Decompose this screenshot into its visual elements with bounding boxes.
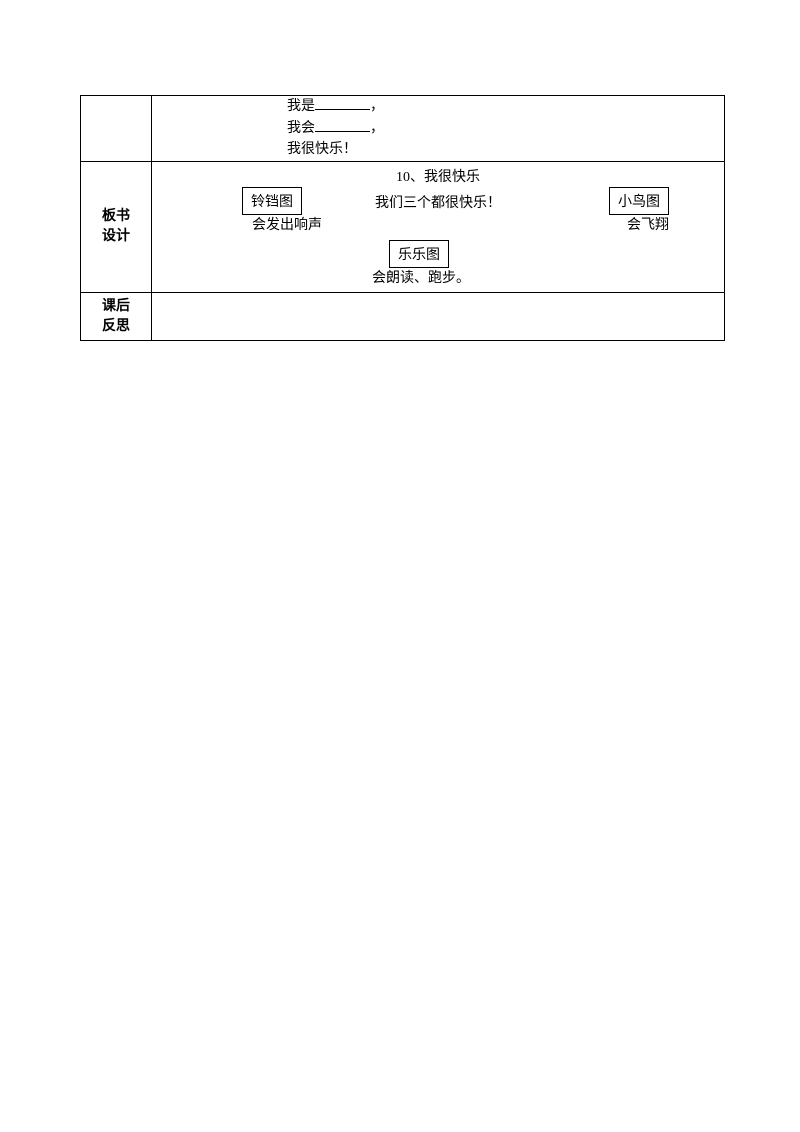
board-design-row: 板书 设计 10、我很快乐 我们三个都很快乐！ 铃铛图 会发出响声 小鸟图 会飞… bbox=[81, 162, 725, 293]
line2-suffix: ， bbox=[370, 121, 384, 136]
diagram-box-left: 铃铛图 bbox=[242, 187, 302, 215]
diagram-caption-left: 会发出响声 bbox=[252, 214, 322, 234]
diagram-box-right: 小鸟图 bbox=[609, 187, 669, 215]
reflection-label-cell: 课后 反思 bbox=[81, 293, 152, 341]
line2-prefix: 我会 bbox=[287, 121, 315, 136]
row1-label-cell bbox=[81, 96, 152, 162]
board-design-label-1: 板书 bbox=[81, 207, 151, 227]
fill-line-2: 我会 ， bbox=[287, 118, 724, 140]
fill-line-1: 我是 ， bbox=[287, 96, 724, 118]
line1-suffix: ， bbox=[370, 99, 384, 114]
diagram-title: 10、我很快乐 bbox=[152, 166, 724, 186]
reflection-label-1: 课后 bbox=[81, 297, 151, 317]
blank-1 bbox=[315, 96, 370, 110]
reflection-row: 课后 反思 bbox=[81, 293, 725, 341]
lesson-plan-table: 我是 ， 我会 ， 我很快乐！ 板书 设计 10、我很快乐 我们三个都很快乐！ 铃铛… bbox=[80, 95, 725, 341]
fill-blank-lines: 我是 ， 我会 ， 我很快乐！ bbox=[152, 96, 724, 161]
reflection-label-2: 反思 bbox=[81, 317, 151, 337]
line1-prefix: 我是 bbox=[287, 99, 315, 114]
board-design-label-2: 设计 bbox=[81, 227, 151, 247]
diagram-caption-mid: 会朗读、跑步。 bbox=[372, 267, 470, 287]
diagram-caption-right: 会飞翔 bbox=[627, 214, 669, 234]
blank-2 bbox=[315, 118, 370, 132]
reflection-content-cell bbox=[152, 293, 725, 341]
diagram-box-mid: 乐乐图 bbox=[389, 240, 449, 268]
fill-blank-row: 我是 ， 我会 ， 我很快乐！ bbox=[81, 96, 725, 162]
board-design-content-cell: 10、我很快乐 我们三个都很快乐！ 铃铛图 会发出响声 小鸟图 会飞翔 乐乐图 … bbox=[152, 162, 725, 293]
fill-line-3: 我很快乐！ bbox=[287, 139, 724, 161]
row1-content-cell: 我是 ， 我会 ， 我很快乐！ bbox=[152, 96, 725, 162]
board-design-diagram: 10、我很快乐 我们三个都很快乐！ 铃铛图 会发出响声 小鸟图 会飞翔 乐乐图 … bbox=[152, 162, 724, 292]
board-design-label-cell: 板书 设计 bbox=[81, 162, 152, 293]
